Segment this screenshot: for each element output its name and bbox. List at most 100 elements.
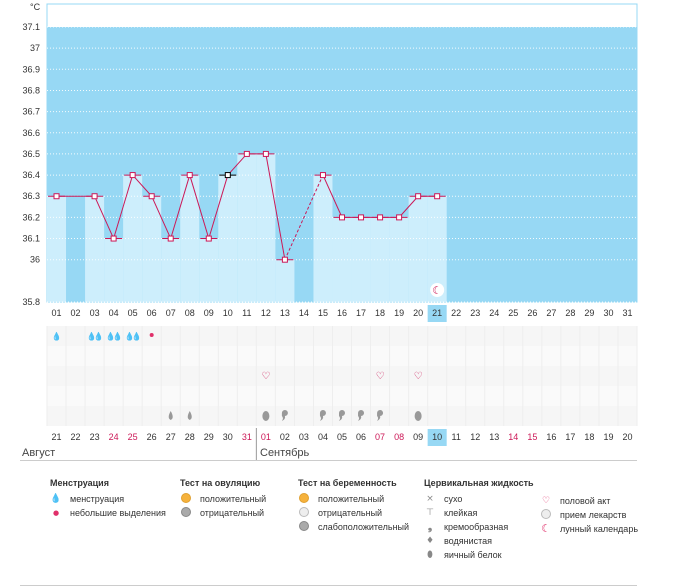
temp-point [415,193,422,200]
y-tick-label: 36.5 [22,149,40,159]
cycle-day-label: 19 [394,308,404,318]
cycle-day-label: 17 [356,308,366,318]
temp-line-segment [265,153,286,260]
y-tick-label: 36.3 [22,191,40,201]
moon-icon: ☾ [432,284,442,297]
temp-bar [351,217,371,302]
cycle-day-label: 01 [52,308,62,318]
temp-line-segment [113,174,134,239]
date-label: 14 [508,432,518,442]
spotting-icon [149,333,154,337]
temp-point [434,193,441,200]
temp-line-segment [132,174,153,197]
legend-item: клейкая [444,508,478,518]
legend-item: половой акт [560,496,611,506]
temp-bar [161,238,181,302]
cycle-day-label: 05 [128,308,138,318]
cycle-day-label: 26 [527,308,537,318]
date-label: 29 [204,432,214,442]
cycle-day-label: 18 [375,308,385,318]
temp-bar [408,196,428,302]
heart-icon: ♡ [541,496,551,506]
date-label: 02 [280,432,290,442]
menstruation-icon: 💧 [106,331,116,341]
temp-bar [47,196,67,302]
temp-bar [427,196,447,302]
legend-item: положительный [318,494,385,504]
legend-item: кремообразная [444,522,509,532]
date-label: 30 [223,432,233,442]
cycle-day-label: 02 [71,308,81,318]
temp-bar [199,238,219,302]
legend-item: менструация [70,494,125,504]
legend-item: лунный календарь [560,524,639,534]
eggwhite-icon: ⬮ [427,550,433,560]
date-label: 21 [52,432,62,442]
date-label: 09 [413,432,423,442]
cycle-day-label: 25 [508,308,518,318]
y-tick-label: 36.9 [22,64,40,74]
temp-line-segment [208,174,229,239]
legend-title: Менструация [50,478,109,488]
date-label: 10 [432,432,442,442]
temp-bar [180,175,200,302]
date-label: 28 [185,432,195,442]
cycle-day-label: 12 [261,308,271,318]
pregnancy-negative-icon [298,507,310,519]
month-label-august: Август [22,447,56,459]
heart-icon: ♡ [376,371,385,382]
legend-item: водянистая [444,536,493,546]
cycle-day-label: 16 [337,308,347,318]
temp-bar [275,259,295,302]
sticky-icon: ⊤ [426,508,434,518]
y-tick-label: 36 [30,255,40,265]
date-label: 01 [261,432,271,442]
temp-line-segment [284,174,324,260]
symptom-row [47,346,637,366]
temp-point [339,214,345,221]
y-tick-label: 35.8 [22,297,40,307]
temp-point [319,172,326,179]
date-label: 31 [242,432,252,442]
cycle-day-label: 07 [166,308,176,318]
legend-item: прием лекарств [560,510,627,520]
temp-bar [313,175,333,302]
date-label: 04 [318,432,328,442]
creamy-icon [281,410,288,421]
y-tick-label: 37.1 [22,22,40,32]
cycle-day-label: 20 [413,308,423,318]
today-date-highlight [427,429,447,446]
legend-pregnancy: Тест на беременность положительный отриц… [298,478,409,534]
cycle-day-label: 23 [470,308,480,318]
legend-other: ♡ половой акт прием лекарств ☾ лунный кале… [540,494,638,536]
lunar-bg [430,283,445,297]
date-label: 03 [299,432,309,442]
temp-line-segment [170,174,191,239]
menstruation-icon: 💧 [87,331,97,341]
date-label: 27 [166,432,176,442]
month-label-september: Сентябрь [260,447,310,459]
creamy-icon [339,410,345,421]
cycle-day-label: 28 [565,308,575,318]
temp-point [186,172,193,179]
temp-bar [389,217,409,302]
temp-point [377,214,384,221]
temp-point [91,193,98,200]
date-label: 22 [71,432,81,442]
y-tick-label: 36.7 [22,107,40,117]
temp-bar [104,238,124,302]
y-tick-label: 36.1 [22,234,40,244]
temp-line-segment [398,195,419,218]
date-label: 12 [470,432,480,442]
temp-point [129,172,136,179]
cycle-day-label: 03 [90,308,100,318]
legend-menstruation: Менструация 💧 менструация ● небольшие выде… [50,478,166,520]
menstruation-icon: 💧 [125,331,135,341]
creamy-icon [358,410,365,421]
date-label: 26 [147,432,157,442]
temp-bar [256,153,276,302]
pregnancy-weak-icon [298,521,310,533]
pill-icon [540,509,552,521]
temp-point [148,193,155,200]
watery-icon [187,411,192,420]
